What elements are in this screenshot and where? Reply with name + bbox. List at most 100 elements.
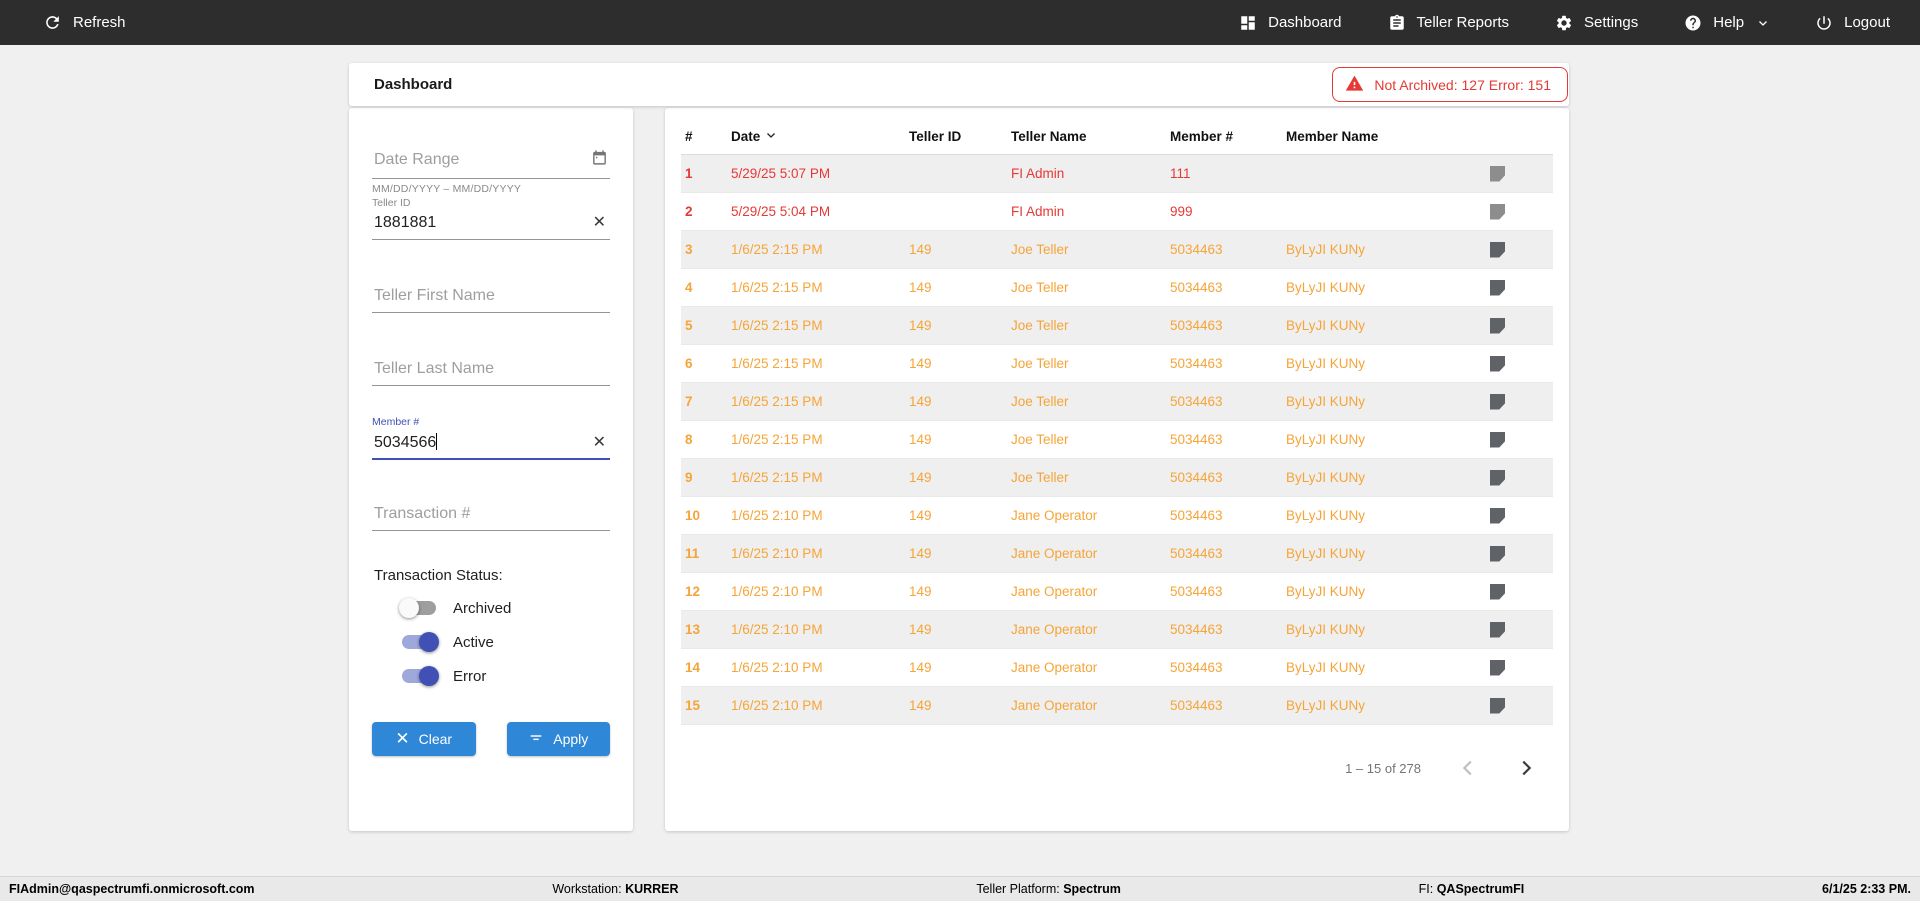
table-row[interactable]: 6 1/6/25 2:15 PM 149 Joe Teller 5034463 ByLyJ… [681,345,1553,383]
row-date: 1/6/25 2:15 PM [731,432,823,447]
note-icon[interactable] [1490,659,1505,676]
table-row[interactable]: 1 5/29/25 5:07 PM FI Admin 111 [681,155,1553,193]
toggle-knob [419,632,439,652]
table-row[interactable]: 5 1/6/25 2:15 PM 149 Joe Teller 5034463 ByLyJ… [681,307,1553,345]
teller-first-name-placeholder: Teller First Name [374,287,495,304]
transaction-status-label: Transaction Status: [374,567,503,584]
row-teller-id: 149 [909,432,932,447]
row-teller-name: Jane Operator [1011,660,1098,675]
note-icon[interactable] [1490,545,1505,562]
row-teller-id: 149 [909,584,932,599]
nav-teller-reports[interactable]: Teller Reports [1388,14,1509,32]
toggle-track [402,632,439,652]
column-date[interactable]: Date [731,129,909,144]
note-icon[interactable] [1490,393,1505,410]
note-icon[interactable] [1490,507,1505,524]
table-row[interactable]: 15 1/6/25 2:10 PM 149 Jane Operator 5034463 B… [681,687,1553,725]
row-teller-name: FI Admin [1011,166,1065,181]
row-number: 13 [685,622,701,637]
row-number: 10 [685,508,701,523]
date-range-hint: MM/DD/YYYY – MM/DD/YYYY [372,183,522,195]
row-member-name: ByLyJI KUNy [1286,280,1366,295]
row-member-name: ByLyJI KUNy [1286,508,1366,523]
row-member-name: ByLyJI KUNy [1286,546,1366,561]
nav-logout[interactable]: Logout [1815,14,1890,32]
clear-teller-id-icon[interactable]: ✕ [592,214,606,231]
date-range-field[interactable]: Date Range [372,144,610,179]
nav-help[interactable]: Help [1684,14,1769,32]
table-row[interactable]: 7 1/6/25 2:15 PM 149 Joe Teller 5034463 ByLyJ… [681,383,1553,421]
table-row[interactable]: 8 1/6/25 2:15 PM 149 Joe Teller 5034463 ByLyJ… [681,421,1553,459]
status-toggle[interactable]: Error [402,666,610,686]
teller-id-field[interactable]: 1881881 ✕ [372,209,610,240]
row-date: 5/29/25 5:07 PM [731,166,831,181]
table-row[interactable]: 12 1/6/25 2:10 PM 149 Jane Operator 5034463 B… [681,573,1553,611]
row-member-number: 5034463 [1170,394,1223,409]
footer-user: FIAdmin@qaspectrumfi.onmicrosoft.com [9,882,255,896]
power-icon [1815,14,1833,32]
row-member-name: ByLyJI KUNy [1286,584,1366,599]
clear-button[interactable]: ✕ Clear [372,722,476,756]
teller-last-name-field[interactable]: Teller Last Name [372,355,610,386]
next-page-button[interactable] [1509,753,1543,783]
toggle-knob [419,666,439,686]
table-row[interactable]: 14 1/6/25 2:10 PM 149 Jane Operator 5034463 B… [681,649,1553,687]
previous-page-button [1451,753,1485,783]
note-icon[interactable] [1490,431,1505,448]
row-teller-name: Jane Operator [1011,698,1098,713]
transaction-number-field[interactable]: Transaction # [372,500,610,531]
footer-platform: Teller Platform: Spectrum [976,882,1121,896]
note-icon[interactable] [1490,203,1505,220]
row-member-number: 999 [1170,204,1193,219]
toggle-track [402,666,439,686]
row-teller-id: 149 [909,660,932,675]
table-row[interactable]: 10 1/6/25 2:10 PM 149 Jane Operator 5034463 B… [681,497,1553,535]
transactions-table: # Date Teller ID Teller Name Member # Me… [665,108,1569,831]
note-icon[interactable] [1490,241,1505,258]
table-row[interactable]: 11 1/6/25 2:10 PM 149 Jane Operator 5034463 B… [681,535,1553,573]
nav-dashboard[interactable]: Dashboard [1239,14,1342,32]
nav-settings[interactable]: Settings [1555,14,1638,32]
note-icon[interactable] [1490,697,1505,714]
note-icon[interactable] [1490,583,1505,600]
table-row[interactable]: 2 5/29/25 5:04 PM FI Admin 999 [681,193,1553,231]
row-teller-name: Joe Teller [1011,242,1069,257]
row-member-number: 111 [1170,166,1191,181]
note-icon[interactable] [1490,317,1505,334]
dashboard-icon [1239,14,1257,32]
note-icon[interactable] [1490,621,1505,638]
close-icon: ✕ [395,729,410,748]
refresh-button[interactable]: Refresh [43,13,126,32]
table-row[interactable]: 13 1/6/25 2:10 PM 149 Jane Operator 5034463 B… [681,611,1553,649]
clipboard-icon [1388,14,1406,32]
filter-icon [528,730,544,749]
note-icon[interactable] [1490,355,1505,372]
table-row[interactable]: 9 1/6/25 2:15 PM 149 Joe Teller 5034463 ByLyJ… [681,459,1553,497]
note-icon[interactable] [1490,469,1505,486]
note-icon[interactable] [1490,279,1505,296]
status-toggle[interactable]: Active [402,632,610,652]
row-teller-name: Jane Operator [1011,508,1098,523]
column-teller-name: Teller Name [1011,128,1087,144]
row-teller-id: 149 [909,318,932,333]
table-row[interactable]: 3 1/6/25 2:15 PM 149 Joe Teller 5034463 ByLyJ… [681,231,1553,269]
row-date: 1/6/25 2:10 PM [731,660,823,675]
status-toggle[interactable]: Archived [399,598,610,618]
column-teller-id: Teller ID [909,128,962,144]
help-icon [1684,14,1702,32]
row-teller-id: 149 [909,698,932,713]
member-number-field[interactable]: 5034566 ✕ [372,428,610,460]
row-member-name: ByLyJI KUNy [1286,394,1366,409]
gear-icon [1555,14,1573,32]
apply-button[interactable]: Apply [506,722,610,756]
table-row[interactable]: 4 1/6/25 2:15 PM 149 Joe Teller 5034463 ByLyJ… [681,269,1553,307]
row-date: 1/6/25 2:15 PM [731,280,823,295]
calendar-icon[interactable] [591,149,608,171]
teller-first-name-field[interactable]: Teller First Name [372,282,610,313]
transaction-number-placeholder: Transaction # [374,505,471,522]
row-date: 1/6/25 2:10 PM [731,698,823,713]
filter-panel: Date Range MM/DD/YYYY – MM/DD/YYYY Telle… [349,108,633,831]
clear-member-number-icon[interactable]: ✕ [592,433,606,451]
note-icon[interactable] [1490,165,1505,182]
row-member-name: ByLyJI KUNy [1286,660,1366,675]
